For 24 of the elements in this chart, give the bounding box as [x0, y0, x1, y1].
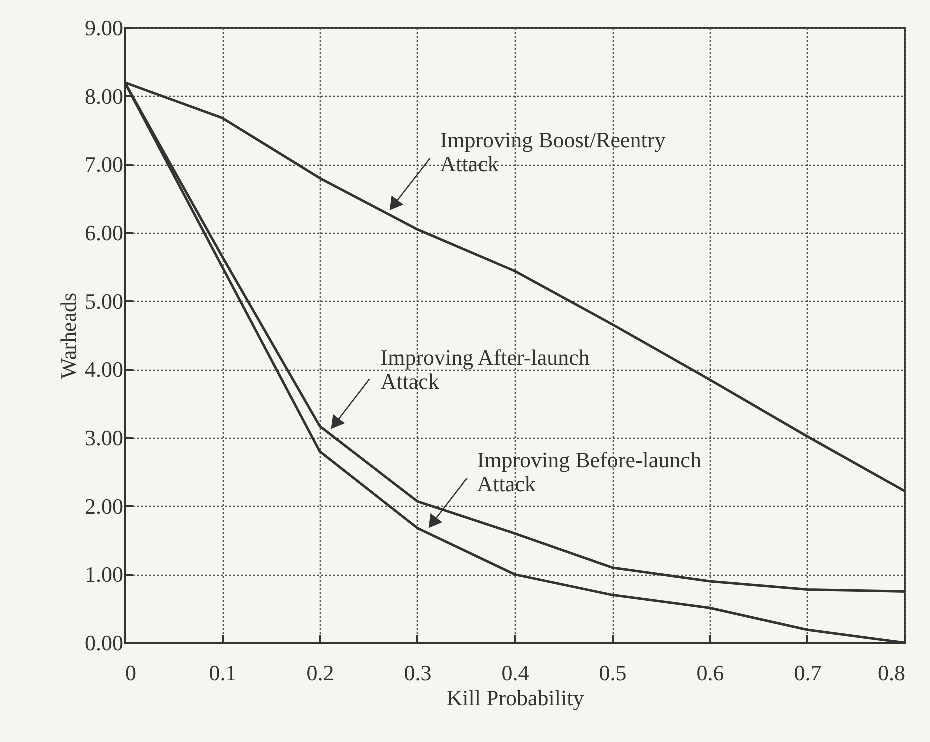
y-tick-label: 8.00: [85, 84, 124, 109]
y-axis-title: Warheads: [56, 292, 81, 380]
x-tick-label: 0.3: [404, 660, 432, 686]
annotation: Improving Before-launch Attack: [477, 447, 702, 496]
x-tick-label: 0: [126, 660, 136, 686]
x-tick-label: 0.6: [696, 660, 724, 686]
x-tick-label: 0.5: [599, 660, 627, 686]
y-tick-label: 7.00: [85, 152, 124, 178]
x-tick-label: 0.7: [794, 660, 822, 686]
y-tick-label: 4.00: [85, 357, 124, 382]
y-tick-label: 0.00: [85, 630, 124, 656]
annotation: Improving After-launch Attack: [380, 345, 590, 394]
x-tick-label: 0.1: [209, 660, 237, 686]
y-tick-label: 3.00: [85, 426, 124, 450]
x-tick-label: 0.8: [878, 660, 906, 686]
y-tick-label: 2.00: [85, 494, 124, 519]
annotation: Improving Boost/Reentry Attack: [440, 128, 666, 176]
y-tick-label: 9.00: [85, 16, 124, 40]
y-tick-label: 5.00: [85, 288, 124, 314]
y-tick-label: 6.00: [85, 220, 124, 246]
y-tick-label: 1.00: [85, 562, 124, 588]
x-tick-label: 0.2: [306, 660, 334, 686]
x-axis-title: Kill Probability: [446, 686, 584, 710]
x-tick-label: 0.4: [502, 660, 530, 686]
